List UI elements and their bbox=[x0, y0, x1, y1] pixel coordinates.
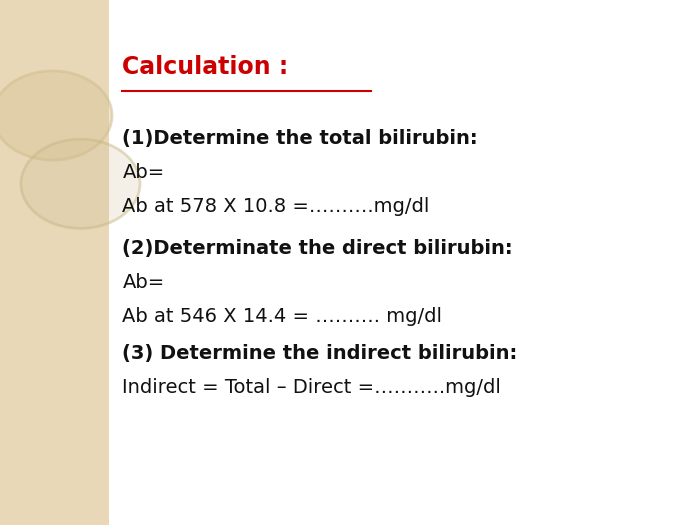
Text: (1)Determine the total bilirubin:: (1)Determine the total bilirubin: bbox=[122, 129, 478, 148]
Text: (2)Determinate the direct bilirubin:: (2)Determinate the direct bilirubin: bbox=[122, 239, 513, 258]
FancyBboxPatch shape bbox=[0, 0, 108, 525]
Text: Ab=: Ab= bbox=[122, 163, 164, 182]
Circle shape bbox=[0, 71, 112, 160]
Text: Ab=: Ab= bbox=[122, 273, 164, 292]
Text: (3) Determine the indirect bilirubin:: (3) Determine the indirect bilirubin: bbox=[122, 344, 518, 363]
Circle shape bbox=[21, 139, 140, 228]
Text: Indirect = Total – Direct =………..mg/dl: Indirect = Total – Direct =………..mg/dl bbox=[122, 378, 501, 397]
Text: Calculation :: Calculation : bbox=[122, 55, 288, 79]
Text: Ab at 578 X 10.8 =……….mg/dl: Ab at 578 X 10.8 =……….mg/dl bbox=[122, 197, 430, 216]
Text: Ab at 546 X 14.4 = ………. mg/dl: Ab at 546 X 14.4 = ………. mg/dl bbox=[122, 307, 442, 326]
